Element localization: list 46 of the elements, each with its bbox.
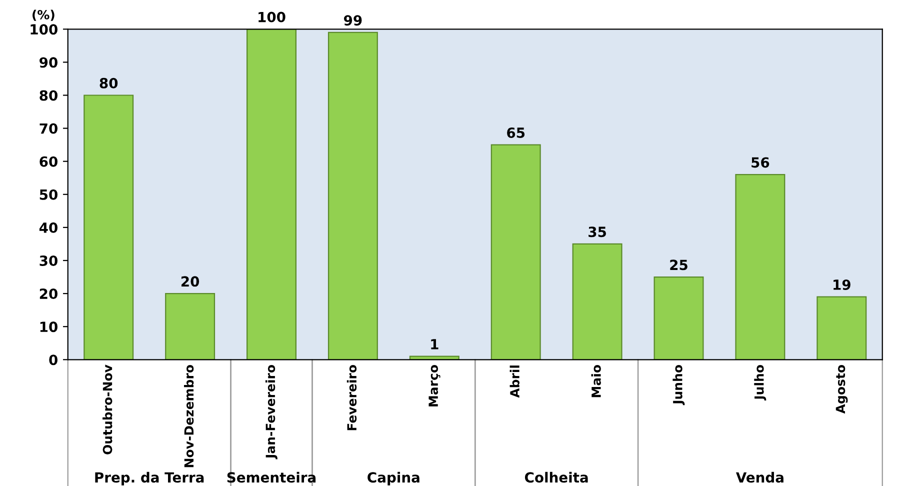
y-tick-label: 70 <box>40 123 58 134</box>
y-tick-label: 60 <box>40 156 58 167</box>
data-label: 56 <box>752 157 770 168</box>
y-tick-label: 80 <box>40 90 58 101</box>
data-label: 25 <box>670 260 688 270</box>
x-tick-label: Março <box>428 365 440 406</box>
x-tick-label: Maio <box>591 365 601 398</box>
x-tick-label: Junho <box>672 365 685 406</box>
y-tick-label: 0 <box>49 354 58 366</box>
text: Capina <box>368 472 420 486</box>
data-label: 19 <box>834 280 850 290</box>
bar <box>165 292 216 360</box>
y-tick-label: 30 <box>40 255 58 266</box>
bar <box>572 243 622 360</box>
y-axis-title: (%) <box>32 10 54 21</box>
text: Colheita <box>524 472 588 483</box>
y-tick-label: 50 <box>40 189 58 200</box>
data-label: 35 <box>588 226 606 238</box>
bar <box>490 144 541 360</box>
y-tick-label: 20 <box>40 288 58 300</box>
x-tick-label: Abril <box>510 366 520 398</box>
bar <box>735 174 786 360</box>
data-label: 20 <box>181 276 200 287</box>
text: Prep. da Terra <box>95 472 204 486</box>
bar <box>84 94 134 360</box>
text: Venda <box>736 472 784 483</box>
x-tick-label: Outubro-Nov <box>102 364 112 454</box>
bar <box>246 29 296 360</box>
data-label: 65 <box>507 127 525 138</box>
data-label: 99 <box>344 15 362 26</box>
y-tick-label: 90 <box>40 57 58 68</box>
bar <box>654 276 704 360</box>
x-tick-label: Fevereiro <box>346 365 357 430</box>
y-tick-label: 100 <box>30 24 58 35</box>
x-tick-label: Agosto <box>836 365 848 414</box>
data-label: 80 <box>100 78 118 88</box>
bar <box>816 296 867 360</box>
x-tick-label: Nov-Dezembro <box>184 365 194 468</box>
y-tick-label: 10 <box>40 322 58 332</box>
bar <box>328 32 378 360</box>
x-tick-label: Jan-Fevereiro <box>265 365 278 460</box>
text: Sementeira <box>227 472 316 483</box>
y-tick-label: 40 <box>39 222 58 233</box>
data-label: 1 <box>431 339 438 350</box>
x-tick-label: Julho <box>754 365 766 401</box>
data-label: 100 <box>258 12 286 22</box>
